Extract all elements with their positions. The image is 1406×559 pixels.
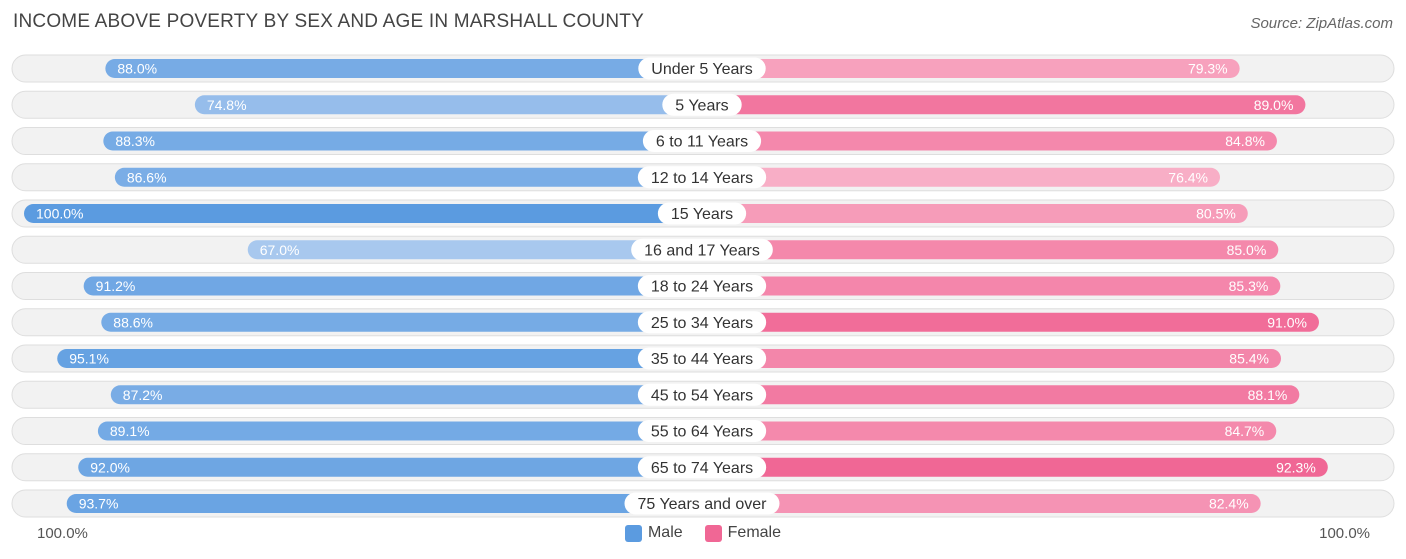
male-value-label: 88.0% [117, 61, 157, 77]
male-value-label: 92.0% [90, 459, 130, 475]
legend-item-male[interactable]: Male [624, 524, 683, 542]
female-bar [702, 494, 1261, 513]
male-value-label: 95.1% [69, 351, 109, 367]
category-pill [631, 238, 773, 261]
legend-label-male: Male [647, 524, 683, 541]
male-bar [101, 312, 703, 332]
female-bar [702, 312, 1319, 332]
female-bar [702, 457, 1328, 477]
legend: Male Female [0, 524, 1406, 542]
category-pill [662, 93, 742, 116]
category-pill [637, 456, 767, 479]
female-bar [702, 204, 1248, 223]
category-label: 18 to 24 Years [651, 279, 753, 296]
male-value-label: 86.6% [127, 169, 167, 185]
category-pill [637, 275, 767, 297]
female-bar [702, 240, 1279, 260]
female-bar [702, 421, 1277, 441]
male-value-label: 67.0% [260, 242, 300, 258]
male-value-label: 100.0% [36, 206, 83, 222]
female-value-label: 92.3% [1276, 459, 1316, 475]
female-bar [702, 385, 1300, 405]
female-bar [702, 131, 1277, 151]
female-bar [702, 59, 1240, 78]
male-bar [97, 421, 703, 441]
male-bar [103, 131, 703, 151]
male-bar [194, 95, 702, 115]
category-pill [637, 420, 767, 442]
male-bar [247, 240, 703, 260]
category-pill [637, 166, 767, 189]
category-pill [638, 57, 766, 80]
male-value-label: 74.8% [207, 97, 247, 113]
axis-right-label: 100.0% [1319, 525, 1370, 542]
category-pill [637, 311, 767, 334]
female-value-label: 85.4% [1229, 351, 1269, 367]
female-bar [702, 167, 1220, 187]
female-value-label: 76.4% [1168, 169, 1208, 185]
chart-plot: 88.0% 79.3% Under 5 Years 74.8% 89.0% 5 Years… [11, 54, 1395, 518]
legend-item-female[interactable]: Female [704, 524, 782, 542]
male-value-label: 89.1% [110, 423, 150, 439]
female-value-label: 85.3% [1229, 278, 1269, 294]
category-label: 12 to 14 Years [651, 170, 753, 187]
female-value-label: 80.5% [1196, 206, 1236, 222]
female-value-label: 89.0% [1254, 97, 1294, 113]
legend-label-female: Female [727, 524, 782, 541]
male-value-label: 88.3% [115, 133, 155, 149]
chart-title: INCOME ABOVE POVERTY BY SEX AND AGE IN M… [13, 11, 644, 32]
category-label: 16 and 17 Years [644, 242, 760, 259]
female-value-label: 84.8% [1225, 133, 1265, 149]
female-bar [702, 276, 1281, 296]
female-value-label: 82.4% [1209, 496, 1249, 512]
category-label: 35 to 44 Years [651, 351, 753, 368]
male-bar [110, 385, 702, 405]
male-bar [83, 276, 702, 296]
category-label: 6 to 11 Years [656, 134, 748, 151]
female-bar [702, 95, 1306, 115]
legend-swatch-male [624, 524, 642, 542]
male-bar [105, 59, 703, 78]
male-bar [57, 349, 703, 368]
female-value-label: 88.1% [1248, 387, 1288, 403]
male-value-label: 93.7% [79, 496, 119, 512]
category-pill [642, 130, 762, 152]
male-bar [24, 204, 702, 223]
male-value-label: 88.6% [113, 314, 153, 330]
category-label: 45 to 54 Years [651, 387, 753, 404]
category-label: 55 to 64 Years [651, 424, 753, 441]
category-pill [637, 347, 767, 370]
category-label: 65 to 74 Years [651, 460, 753, 477]
male-bar [114, 167, 703, 187]
category-label: Under 5 Years [651, 61, 752, 78]
female-bar [702, 349, 1282, 368]
legend-swatch-female [704, 524, 722, 542]
female-value-label: 91.0% [1267, 314, 1307, 330]
category-pill [624, 492, 780, 515]
category-label: 5 Years [675, 97, 728, 114]
male-bar [78, 457, 703, 477]
male-value-label: 91.2% [96, 278, 136, 294]
category-label: 75 Years and over [638, 496, 768, 513]
category-pill [637, 383, 767, 406]
female-value-label: 84.7% [1225, 423, 1265, 439]
male-value-label: 87.2% [123, 387, 163, 403]
chart-source: Source: ZipAtlas.com [1250, 15, 1393, 32]
category-label: 25 to 34 Years [651, 315, 753, 332]
female-value-label: 85.0% [1227, 242, 1267, 258]
male-bar [66, 494, 703, 513]
category-pill [657, 202, 747, 225]
axis-left-label: 100.0% [37, 525, 88, 542]
category-label: 15 Years [671, 206, 733, 223]
female-value-label: 79.3% [1188, 61, 1228, 77]
